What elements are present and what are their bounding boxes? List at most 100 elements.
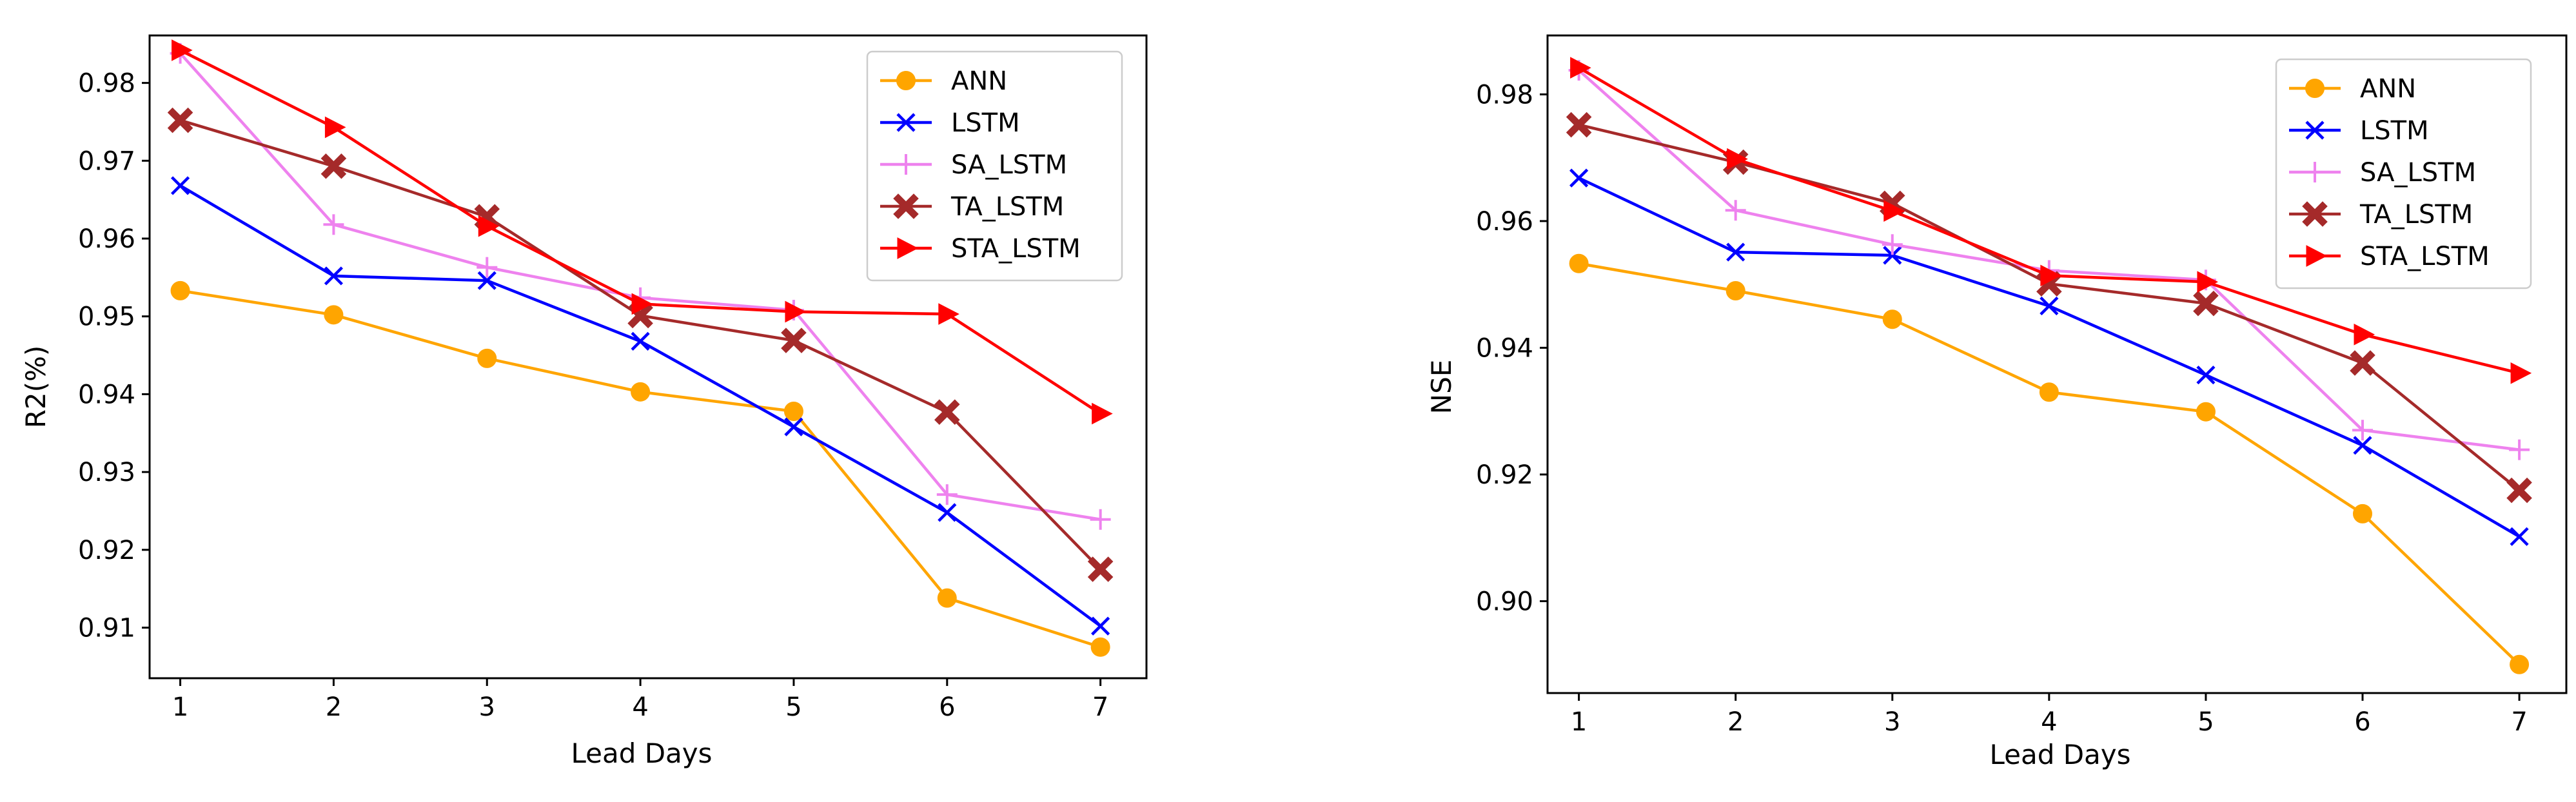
chart-nse-ytick-label: 0.94 (1476, 333, 1533, 363)
chart-r2-xlabel: Lead Days (571, 738, 712, 769)
chart-nse-series-ta-lstm-point (2350, 350, 2375, 376)
chart-r2-series-ta-lstm-point-stroke-b (934, 399, 960, 425)
chart-r2-ytick-label: 0.91 (78, 614, 135, 643)
chart-r2-series-ann-point (477, 348, 497, 368)
chart-nse-series-ta-lstm-point (1566, 112, 1592, 138)
chart-r2-series-lstm-point-stroke-b (631, 331, 650, 351)
chart-r2-ytick-label: 0.94 (78, 380, 135, 409)
chart-nse-series-lstm-point (1726, 242, 1745, 262)
chart-nse-series-ta-lstm-point-stroke-b (2350, 350, 2375, 376)
chart-r2-legend-entry-ta-lstm: TA_LSTM (880, 192, 1064, 222)
chart-r2-series-ann-point (937, 588, 957, 608)
chart-r2-ytick-label: 0.93 (78, 458, 135, 487)
chart-r2-series-ta-lstm-point (1087, 556, 1114, 582)
chart-r2-series-ta-lstm-point-stroke-b (320, 153, 347, 179)
chart-r2-series-ta-lstm-point-stroke-b (781, 328, 807, 353)
chart-nse-ytick-label: 0.90 (1476, 587, 1533, 617)
chart-nse-xtick-label: 4 (2041, 707, 2057, 737)
chart-nse-series-lstm-point (1569, 168, 1589, 188)
chart-r2-series-ta-lstm-point (781, 328, 807, 353)
chart-r2-ylabel: R2(%) (20, 346, 52, 429)
chart-r2-series-ann-line (180, 289, 1101, 649)
chart-r2-legend: ANN LSTM SA_LSTM TA_LSTM STA_LSTM (866, 50, 1123, 282)
chart-r2-xtick-label: 3 (479, 692, 495, 722)
chart-nse-series-sa-lstm-point (1725, 200, 1746, 221)
chart-r2-legend-entry-sa-lstm: SA_LSTM (880, 150, 1067, 180)
chart-nse-series-ann (1569, 253, 2530, 674)
chart-r2-series-lstm-point-stroke-b (170, 176, 190, 195)
chart-nse-legend-entry-lstm: LSTM (2289, 116, 2429, 146)
chart-r2-ytick-label: 0.96 (78, 224, 135, 254)
chart-nse-series-lstm-point (1883, 246, 1902, 265)
chart-nse-series-sta-lstm (1570, 57, 2532, 384)
chart-nse-legend-entry-sa-lstm: SA_LSTM (2289, 158, 2476, 188)
chart-nse-series-ann-point (2196, 402, 2216, 422)
chart-nse-series-sta-lstm-point (1727, 148, 1748, 170)
chart-nse-series-ann-line (1578, 262, 2521, 666)
chart-nse-series-sa-lstm-point (2352, 420, 2373, 441)
chart-r2-series-sta-lstm-point (172, 39, 193, 61)
chart-nse-legend-entry-ann-label: ANN (2360, 74, 2416, 104)
chart-nse-xtick-label: 3 (1884, 707, 1900, 737)
chart-r2-series-sa-lstm-point (1090, 509, 1111, 530)
chart-r2-xtick-label: 2 (326, 692, 342, 722)
chart-r2-legend-entry-lstm-swatch-marker (896, 113, 916, 132)
chart-nse-xtick-label: 7 (2511, 707, 2527, 737)
chart-r2-series-sta-lstm-point (1092, 402, 1113, 425)
chart-r2-legend-entry-ann-swatch-marker (896, 71, 916, 90)
chart-nse-series-lstm-point-stroke-b (1726, 242, 1745, 262)
chart-nse-series-sa-lstm-point (1882, 234, 1903, 255)
chart-nse-series-ann-point (2039, 382, 2059, 402)
chart-nse-series-ann-point (2510, 654, 2530, 674)
chart-nse-ytick-label: 0.96 (1476, 207, 1533, 237)
chart-nse-series-sta-lstm-point (2510, 362, 2532, 384)
chart-nse-series-ta-lstm-point (2193, 290, 2219, 317)
chart-r2-xtick-label: 5 (785, 692, 801, 722)
chart-nse-legend-entry-ta-lstm: TA_LSTM (2289, 200, 2473, 230)
chart-r2-series-sta-lstm-point (324, 116, 346, 139)
chart-r2-xtick-label: 1 (172, 692, 188, 722)
chart-r2-series-sta-lstm-point (478, 215, 500, 237)
chart-nse-legend-entry-ann-swatch-marker (2305, 79, 2325, 98)
chart-r2-legend-entry-ta-lstm-label: TA_LSTM (950, 192, 1064, 222)
chart-r2-series-ta-lstm-point-stroke-b (1087, 556, 1114, 582)
chart-r2-series-ann-point (631, 382, 651, 402)
chart-r2-series-lstm-point (631, 331, 650, 351)
chart-nse-series-sta-lstm-point (1570, 57, 1591, 79)
chart-nse-series-ann-point (1569, 253, 1589, 273)
chart-r2-ytick-label: 0.95 (78, 302, 135, 332)
chart-r2-series-lstm-point (324, 266, 344, 286)
chart-r2-series-lstm (170, 176, 1110, 636)
chart-nse-legend-entry-ta-lstm-label: TA_LSTM (2359, 200, 2473, 230)
chart-nse-axes-frame (1546, 34, 2568, 694)
chart-nse-series-lstm-point-stroke-b (2510, 527, 2529, 546)
chart-nse: Lead Days NSE 1 2 3 4 5 6 7 0.90 0.92 0.94 0.96 0.9… (1426, 34, 2568, 770)
chart-nse-series-ann-point (1882, 309, 1902, 329)
chart-nse-series-ta-lstm-point (2506, 477, 2532, 504)
chart-r2-series-lstm-point (1091, 616, 1110, 636)
chart-nse-legend-entry-sa-lstm-swatch-marker (2305, 162, 2325, 182)
chart-nse-series-sta-lstm-point (2354, 323, 2375, 346)
chart-r2-legend-entry-ann: ANN (880, 66, 1007, 96)
chart-r2-series-sta-lstm-point (938, 303, 959, 325)
chart-nse-legend-entry-ann: ANN (2289, 74, 2416, 104)
chart-r2-xtick-label: 6 (939, 692, 955, 722)
chart-r2-legend-entry-lstm-swatch-marker-stroke-b (896, 113, 916, 132)
chart-r2-series-sa-lstm-point (936, 484, 958, 505)
chart-r2-legend-entry-ta-lstm-swatch-marker (893, 193, 919, 219)
chart-r2-series-sta-lstm-point (631, 293, 653, 315)
chart-r2-series-ann-point (1090, 637, 1110, 657)
chart-r2-ytick-label: 0.97 (78, 146, 135, 176)
chart-r2-legend-entry-ta-lstm-swatch-marker-stroke-b (893, 193, 919, 219)
chart-nse-ytick-label: 0.98 (1476, 80, 1533, 110)
chart-nse-xlabel: Lead Days (1989, 739, 2130, 770)
chart-nse-series-sta-lstm-point (2197, 271, 2219, 293)
chart-r2-legend-entry-sta-lstm: STA_LSTM (880, 234, 1081, 264)
chart-nse-series-lstm-point (2196, 366, 2216, 385)
chart-nse-series-sa-lstm-point (2509, 439, 2530, 460)
chart-r2-series-lstm-point (938, 503, 957, 522)
chart-nse-legend-entry-ta-lstm-swatch-marker-stroke-b (2302, 201, 2328, 227)
chart-r2-series-sa-lstm-point (323, 214, 344, 235)
chart-nse-legend-entry-sta-lstm: STA_LSTM (2289, 242, 2490, 271)
chart-nse-series-ta-lstm-point-stroke-b (2506, 477, 2532, 504)
